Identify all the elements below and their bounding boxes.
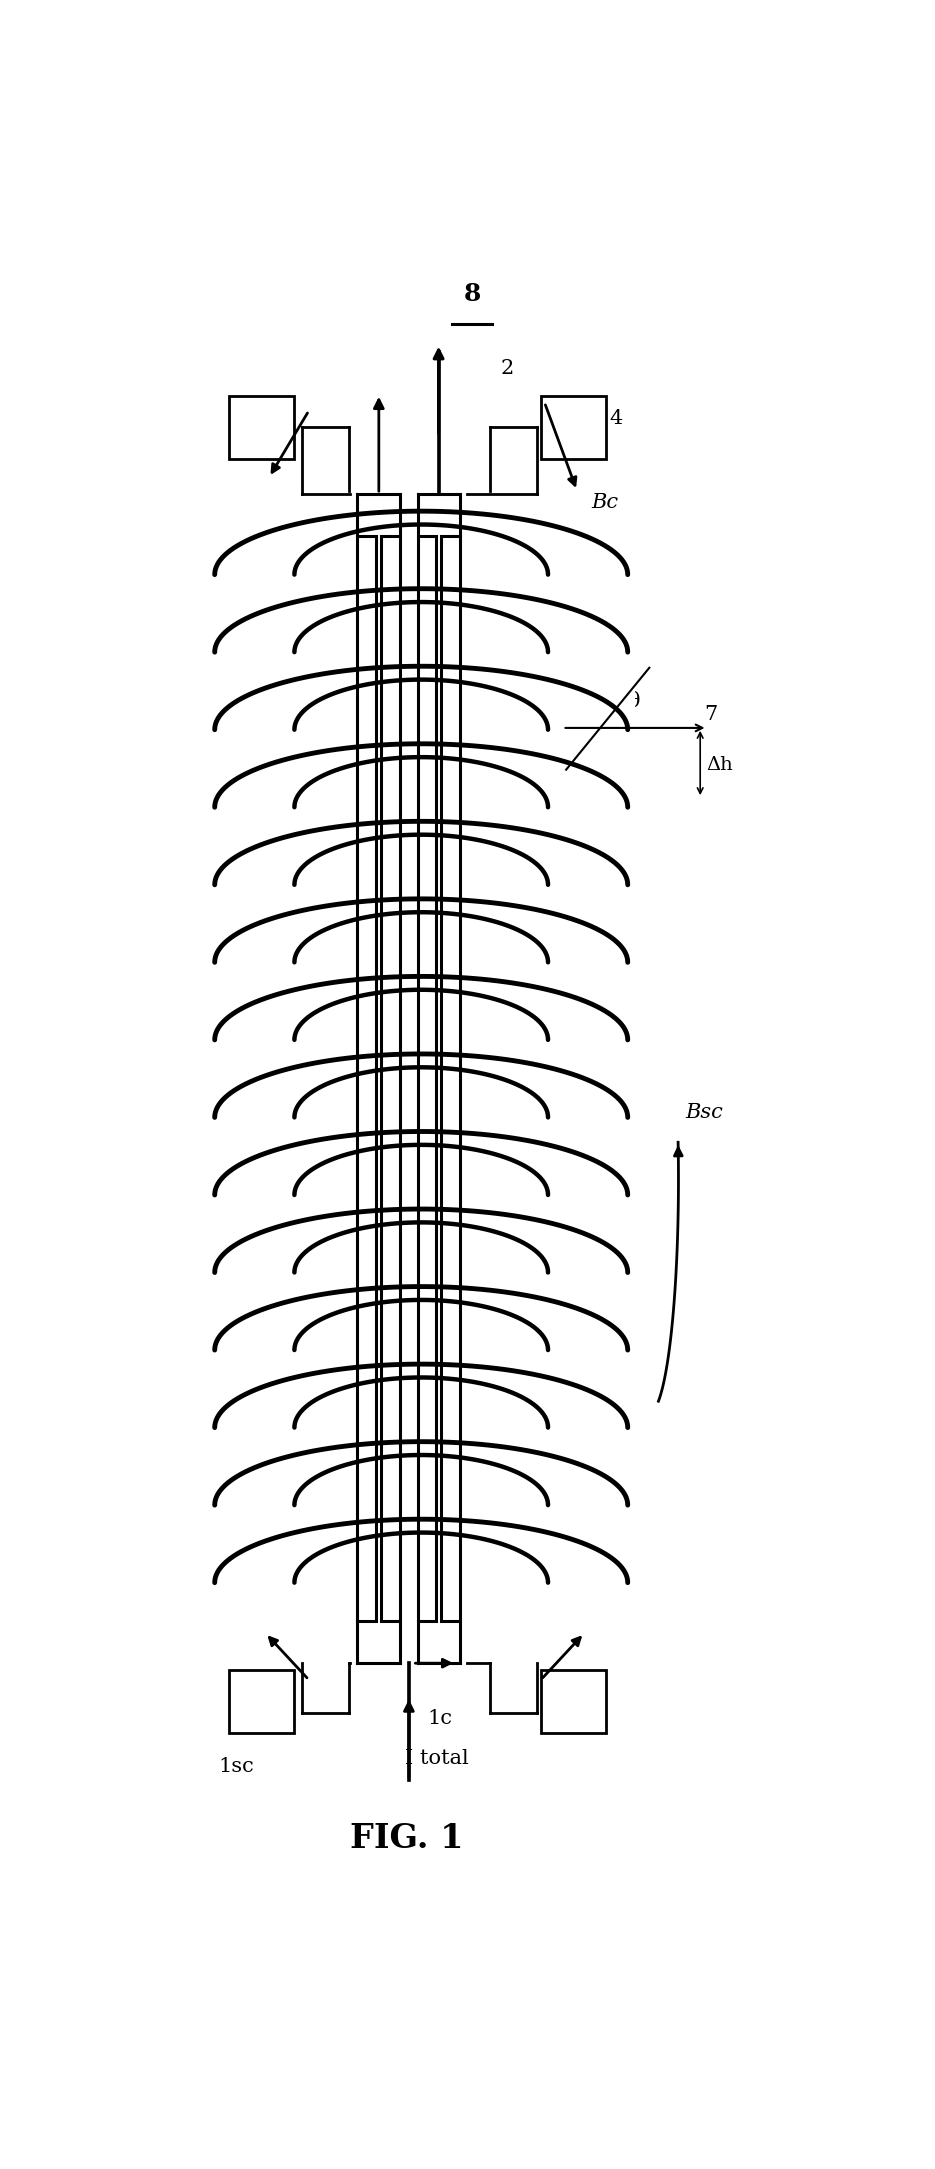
Text: 6: 6 [461,636,474,653]
Text: 2: 2 [501,360,514,377]
Bar [229,395,295,460]
Bar [357,536,376,1622]
Bar [381,536,400,1622]
Bar [229,1670,295,1733]
Bar [440,536,460,1622]
Bar [353,518,463,1638]
Bar [418,536,437,1622]
Text: 1c: 1c [427,1709,452,1729]
Bar [540,1670,606,1733]
Text: Δh: Δh [706,755,733,774]
Text: 3: 3 [461,703,474,720]
Bar [357,536,376,1622]
Bar [418,536,437,1622]
Text: 5: 5 [592,659,605,679]
Text: θ: θ [627,692,640,711]
Text: 7: 7 [704,705,717,724]
Bar [381,536,400,1622]
Text: 4: 4 [610,410,623,429]
Text: FIG. 1: FIG. 1 [350,1822,464,1854]
Bar [440,536,460,1622]
Text: 8: 8 [463,282,481,306]
Text: 1sc: 1sc [218,1757,254,1776]
Bar [540,395,606,460]
Text: Bc: Bc [592,492,619,512]
Text: I total: I total [405,1748,469,1768]
Bar [208,518,635,1638]
Text: Bsc: Bsc [685,1102,724,1121]
